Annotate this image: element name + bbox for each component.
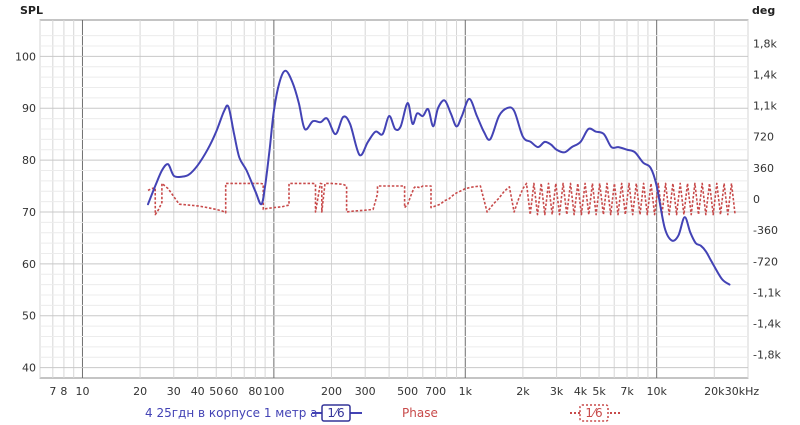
x-tick-labels: 7 8 10 20 30 40 50 60 80 100 200 300 500 700 1k 2k 3k 4k 5…: [49, 385, 759, 398]
left-y-tick-label: 40: [22, 362, 36, 375]
phase-series-line: [147, 182, 736, 216]
right-y-tick-labels: 1,8k 1,4k 1,1k 720 360 0 -360 -720 -1,1k -1,4k -1,…: [753, 37, 781, 361]
right-axis-label: deg: [752, 4, 775, 17]
left-y-tick-label: 50: [22, 310, 36, 323]
legend-phase-label: Phase: [402, 406, 438, 420]
x-tick-label: 1k: [459, 385, 473, 398]
legend-phase-smoothing-box[interactable]: [579, 404, 609, 422]
x-tick-label: 700: [425, 385, 446, 398]
grid-lines: [39, 20, 749, 378]
x-tick-label: 200: [321, 385, 342, 398]
right-y-tick-label: 1,1k: [753, 100, 777, 113]
x-tick-label: 50: [209, 385, 223, 398]
legend-spl-smoothing: 1⁄6: [327, 406, 344, 420]
right-y-tick-label: 1,8k: [753, 37, 777, 50]
x-tick-label: 5k: [592, 385, 606, 398]
x-tick-label: 8: [60, 385, 67, 398]
x-tick-label: 30: [167, 385, 181, 398]
x-tick-label: 500: [397, 385, 418, 398]
legend-spl-label: 4 25гдн в корпусе 1 метр а: [145, 406, 317, 420]
x-tick-label: 4k: [574, 385, 588, 398]
x-tick-label: 80: [248, 385, 262, 398]
x-tick-label: 7: [49, 385, 56, 398]
left-y-tick-label: 60: [22, 258, 36, 271]
right-y-tick-label: 360: [753, 162, 774, 175]
x-tick-label: 3k: [550, 385, 564, 398]
x-tick-label: 10: [75, 385, 89, 398]
x-tick-label: 40: [191, 385, 205, 398]
x-tick-label: 7k: [620, 385, 634, 398]
left-y-tick-label: 80: [22, 154, 36, 167]
legend-phase-smoothing: 1⁄6: [585, 406, 602, 420]
right-y-tick-label: -1,1k: [753, 286, 781, 299]
series-group: [147, 69, 736, 286]
x-tick-label: 30kHz: [725, 385, 760, 398]
legend-spl-smoothing-box[interactable]: [321, 404, 351, 422]
x-tick-label: 300: [355, 385, 376, 398]
right-y-tick-label: -1,4k: [753, 318, 781, 331]
x-tick-label: 2k: [516, 385, 530, 398]
right-y-tick-label: 0: [753, 193, 760, 206]
right-y-tick-label: -360: [753, 224, 778, 237]
left-y-tick-labels: 40 50 60 70 80 90 100: [15, 50, 36, 374]
left-y-tick-label: 100: [15, 50, 36, 63]
x-tick-label: 20k: [704, 385, 725, 398]
spl-series-line: [147, 69, 731, 286]
legend: 4 25гдн в корпусе 1 метр а 1⁄6 Phase 1⁄6: [145, 404, 620, 422]
right-y-tick-label: -1,8k: [753, 349, 781, 362]
left-y-tick-label: 70: [22, 206, 36, 219]
left-axis-label: SPL: [20, 4, 43, 17]
x-tick-label: 60: [224, 385, 238, 398]
right-y-tick-label: 1,4k: [753, 68, 777, 81]
right-y-tick-label: 720: [753, 131, 774, 144]
right-y-tick-label: -720: [753, 255, 778, 268]
x-tick-label: 20: [133, 385, 147, 398]
x-tick-label: 100: [263, 385, 284, 398]
left-y-tick-label: 90: [22, 102, 36, 115]
plot-area: [39, 19, 749, 379]
x-tick-label: 10k: [646, 385, 667, 398]
